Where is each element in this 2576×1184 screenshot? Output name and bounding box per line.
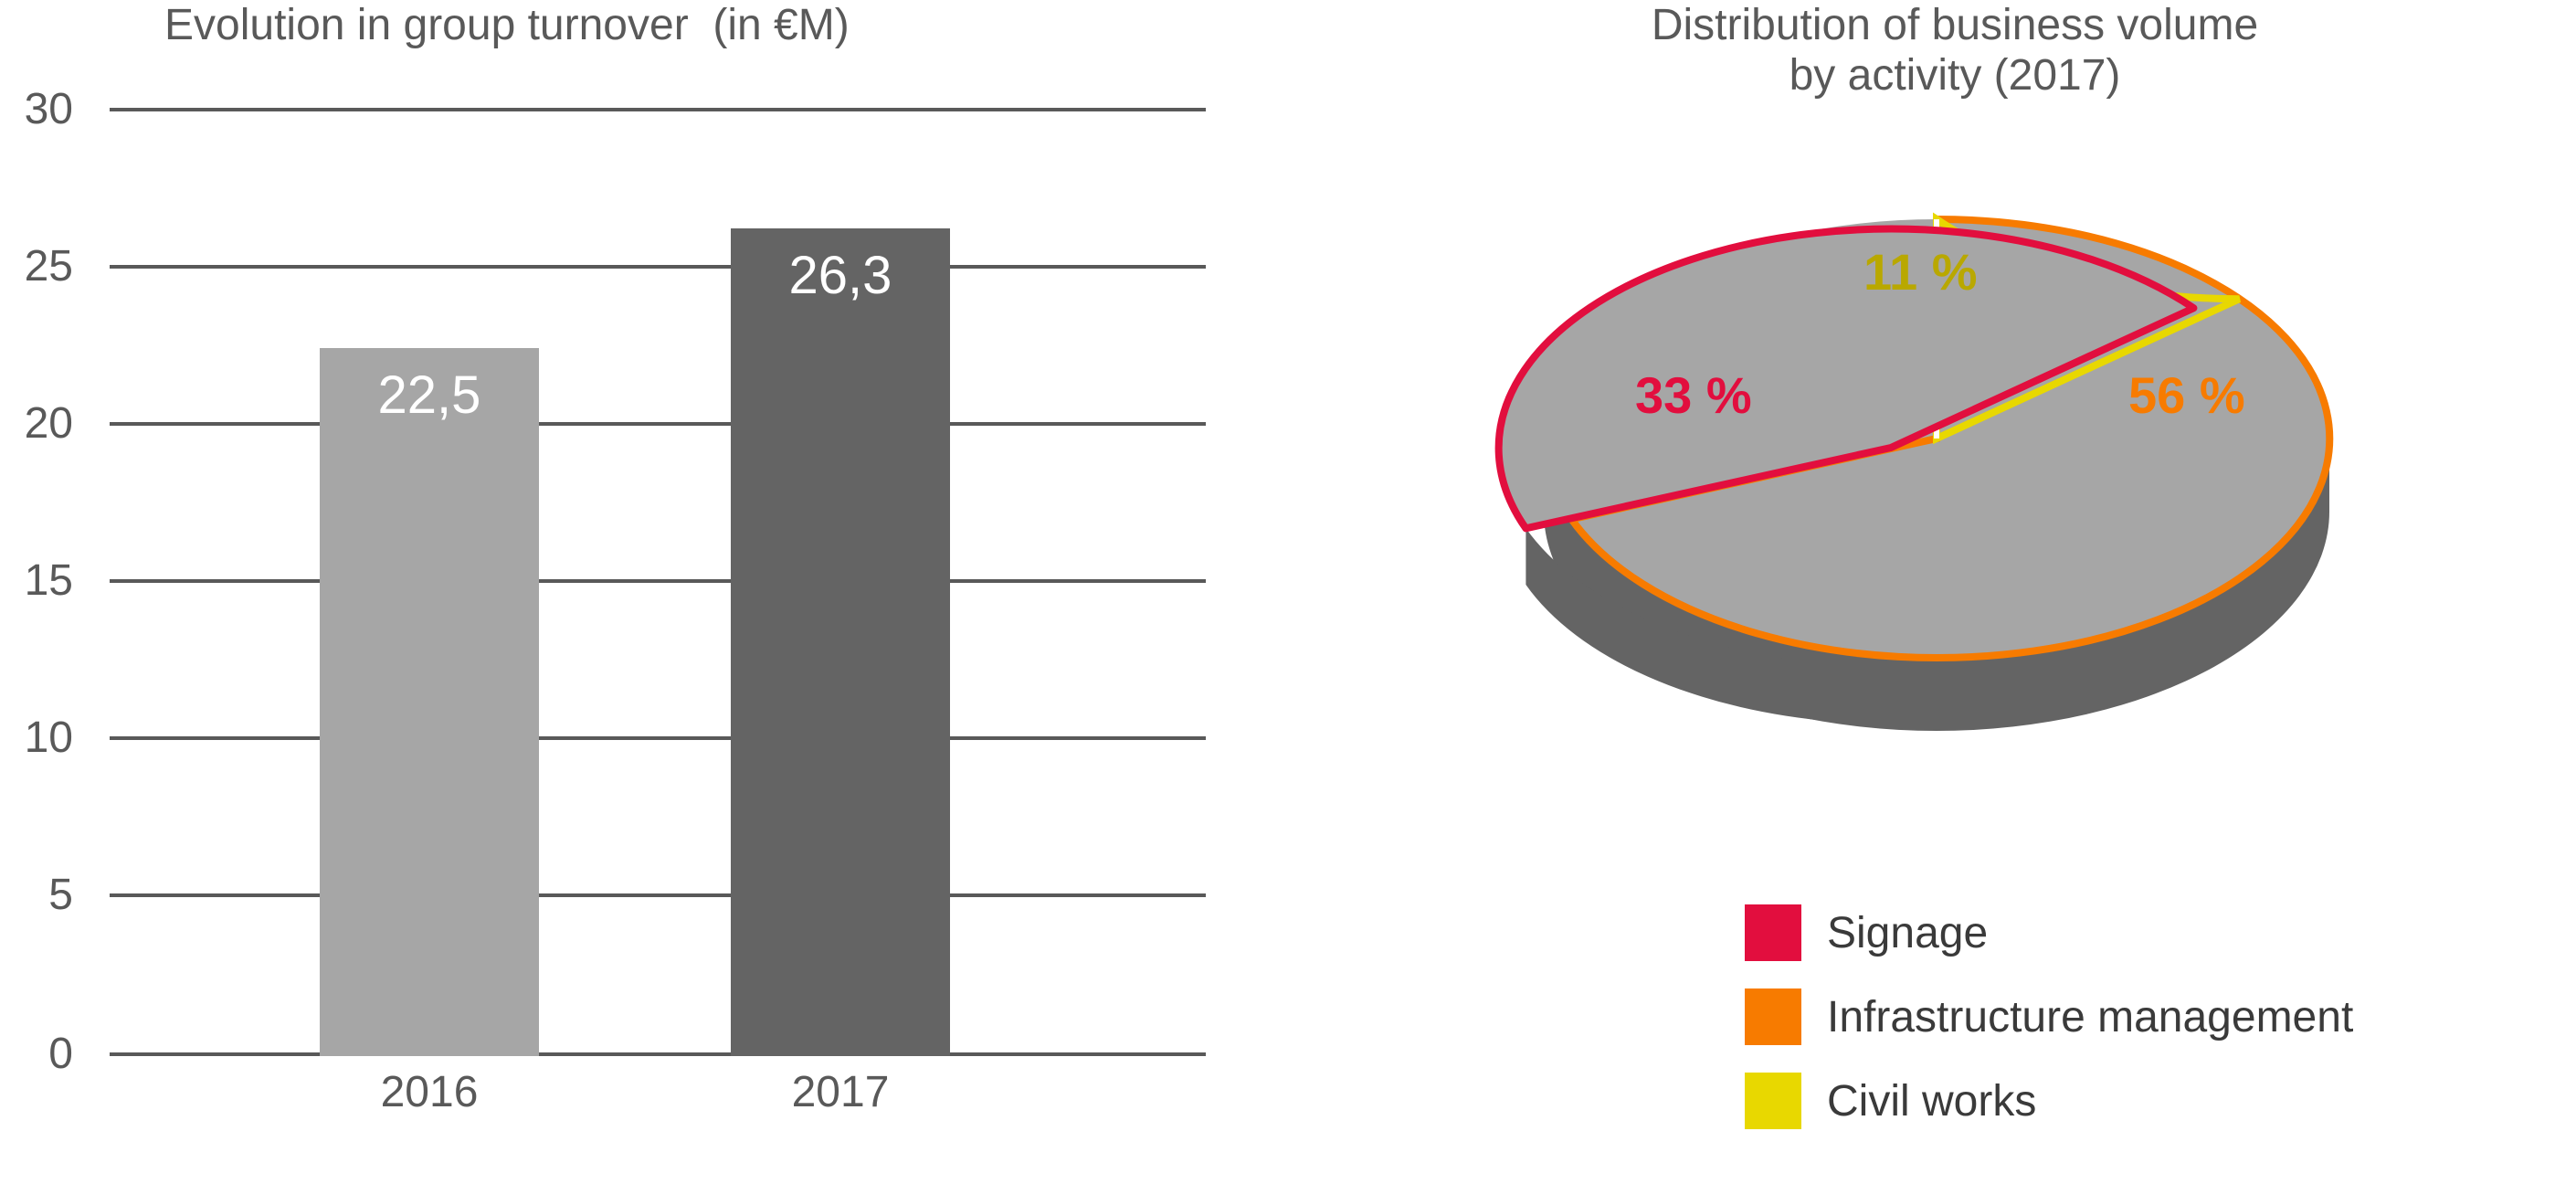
pie-label-33: 33 % <box>1635 365 1752 425</box>
gridline <box>110 265 1206 269</box>
legend-swatch <box>1745 988 1801 1045</box>
ytick-label: 25 <box>0 241 73 291</box>
legend-item-signage: Signage <box>1745 904 2353 961</box>
ytick-label: 0 <box>0 1029 73 1079</box>
legend: Signage Infrastructure management Civil … <box>1745 904 2353 1157</box>
gridline <box>110 893 1206 897</box>
ytick-label: 20 <box>0 398 73 449</box>
legend-label: Signage <box>1827 908 1988 958</box>
gridline <box>110 579 1206 583</box>
legend-swatch <box>1745 1073 1801 1129</box>
pie-label-56: 56 % <box>2128 365 2245 425</box>
gridline <box>110 108 1206 111</box>
gridline <box>110 736 1206 740</box>
legend-item-civil: Civil works <box>1745 1073 2353 1129</box>
legend-label: Civil works <box>1827 1076 2036 1126</box>
bar-2016: 22,5 <box>320 348 539 1056</box>
ytick-label: 10 <box>0 713 73 763</box>
bar-value-label: 26,3 <box>731 245 950 306</box>
ytick-label: 30 <box>0 84 73 134</box>
bar-chart: 30 25 20 15 10 5 0 22,5 26,3 2016 2017 <box>0 108 1215 1104</box>
legend-item-infrastructure: Infrastructure management <box>1745 988 2353 1045</box>
bar-2017: 26,3 <box>731 228 950 1056</box>
page: Evolution in group turnover (in €M) 30 2… <box>0 0 2576 1184</box>
gridline <box>110 422 1206 426</box>
x-axis-line <box>110 1052 1206 1056</box>
pie-chart <box>1388 128 2485 786</box>
ytick-label: 5 <box>0 870 73 920</box>
bar-chart-title: Evolution in group turnover (in €M) <box>164 0 850 50</box>
pie-chart-title: Distribution of business volume by activ… <box>1452 0 2457 100</box>
pie-label-11: 11 % <box>1863 242 1978 301</box>
xcat-label: 2017 <box>731 1067 950 1117</box>
bar-value-label: 22,5 <box>320 365 539 426</box>
legend-label: Infrastructure management <box>1827 992 2353 1042</box>
xcat-label: 2016 <box>320 1067 539 1117</box>
legend-swatch <box>1745 904 1801 961</box>
ytick-label: 15 <box>0 555 73 606</box>
